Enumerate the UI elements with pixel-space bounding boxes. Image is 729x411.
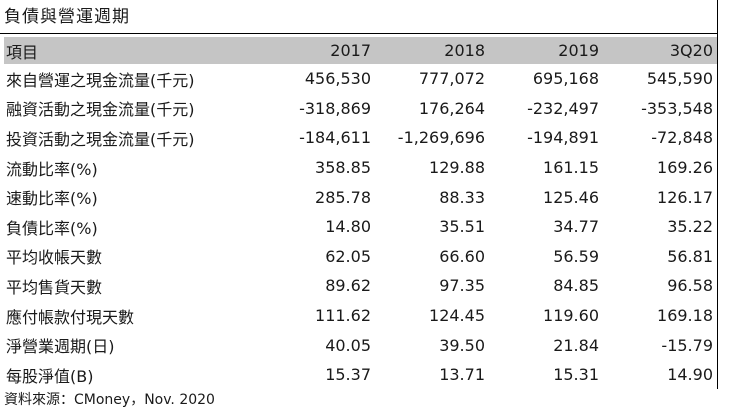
- table-header-row: 項目 2017 2018 2019 3Q20: [4, 37, 717, 64]
- table-row: 投資活動之現金流量(千元) -184,611 -1,269,696 -194,8…: [4, 123, 717, 153]
- row-value: 35.51: [439, 217, 485, 237]
- row-label: 速動比率(%): [6, 189, 98, 209]
- row-value: 456,530: [304, 69, 371, 89]
- row-value: 56.81: [667, 246, 713, 266]
- row-label: 投資活動之現金流量(千元): [6, 129, 195, 149]
- row-value: 111.62: [315, 306, 371, 326]
- row-value: 126.17: [657, 187, 713, 207]
- row-value: 169.18: [657, 306, 713, 326]
- row-value: -318,869: [299, 98, 371, 118]
- table-row: 速動比率(%) 285.78 88.33 125.46 126.17: [4, 182, 717, 212]
- row-value: -72,848: [651, 128, 713, 148]
- table-row: 來自營運之現金流量(千元) 456,530 777,072 695,168 54…: [4, 64, 717, 94]
- row-value: 119.60: [543, 306, 599, 326]
- row-value: -232,497: [527, 98, 599, 118]
- row-value: 124.45: [429, 306, 485, 326]
- row-value: 161.15: [543, 158, 599, 178]
- row-value: 129.88: [429, 158, 485, 178]
- row-value: 66.60: [439, 246, 485, 266]
- row-label: 流動比率(%): [6, 159, 98, 179]
- row-value: -194,891: [527, 128, 599, 148]
- row-value: -353,548: [641, 98, 713, 118]
- row-value: 695,168: [532, 69, 599, 89]
- source-note: 資料來源：CMoney，Nov. 2020: [4, 392, 215, 408]
- row-value: 97.35: [439, 276, 485, 296]
- row-value: 358.85: [315, 158, 371, 178]
- row-value: 14.90: [667, 365, 713, 385]
- table-row: 負債比率(%) 14.80 35.51 34.77 35.22: [4, 212, 717, 242]
- row-value: 39.50: [439, 335, 485, 355]
- table-row: 每股淨值(B) 15.37 13.71 15.31 14.90: [4, 360, 717, 390]
- header-year-2019: 2019: [489, 37, 603, 64]
- row-value: 21.84: [553, 335, 599, 355]
- row-value: 15.31: [553, 365, 599, 385]
- row-label: 平均售貨天數: [6, 277, 103, 297]
- row-value: 777,072: [418, 69, 485, 89]
- row-value: 176,264: [418, 98, 485, 118]
- row-value: 96.58: [667, 276, 713, 296]
- row-value: -184,611: [299, 128, 371, 148]
- table-row: 平均收帳天數 62.05 66.60 56.59 56.81: [4, 242, 717, 272]
- row-value: 84.85: [553, 276, 599, 296]
- header-period-3q20: 3Q20: [603, 37, 717, 64]
- row-value: 13.71: [439, 365, 485, 385]
- row-value: 169.26: [657, 158, 713, 178]
- row-value: 14.80: [325, 217, 371, 237]
- page-title: 負債與營運週期: [4, 7, 130, 27]
- title-divider: [0, 33, 718, 34]
- row-value: -15.79: [661, 335, 713, 355]
- row-value: 89.62: [325, 276, 371, 296]
- financial-table: 項目 2017 2018 2019 3Q20 來自營運之現金流量(千元) 456…: [4, 37, 717, 390]
- row-label: 每股淨值(B): [6, 366, 94, 386]
- right-border: [717, 0, 718, 389]
- row-value: 15.37: [325, 365, 371, 385]
- row-label: 融資活動之現金流量(千元): [6, 100, 195, 120]
- row-label: 淨營業週期(日): [6, 337, 115, 357]
- row-value: 56.59: [553, 246, 599, 266]
- row-value: 35.22: [667, 217, 713, 237]
- row-value: 34.77: [553, 217, 599, 237]
- row-value: 62.05: [325, 246, 371, 266]
- header-item-label: 項目: [4, 37, 261, 64]
- row-value: -1,269,696: [397, 128, 485, 148]
- table-row: 應付帳款付現天數 111.62 124.45 119.60 169.18: [4, 301, 717, 331]
- table-row: 流動比率(%) 358.85 129.88 161.15 169.26: [4, 153, 717, 183]
- header-year-2017: 2017: [261, 37, 375, 64]
- row-value: 88.33: [439, 187, 485, 207]
- header-year-2018: 2018: [375, 37, 489, 64]
- table-row: 融資活動之現金流量(千元) -318,869 176,264 -232,497 …: [4, 94, 717, 124]
- row-value: 545,590: [646, 69, 713, 89]
- row-label: 負債比率(%): [6, 218, 98, 238]
- row-value: 40.05: [325, 335, 371, 355]
- table-row: 淨營業週期(日) 40.05 39.50 21.84 -15.79: [4, 330, 717, 360]
- row-label: 來自營運之現金流量(千元): [6, 70, 195, 90]
- row-label: 平均收帳天數: [6, 248, 103, 268]
- row-value: 125.46: [543, 187, 599, 207]
- row-label: 應付帳款付現天數: [6, 307, 135, 327]
- row-value: 285.78: [315, 187, 371, 207]
- table-row: 平均售貨天數 89.62 97.35 84.85 96.58: [4, 271, 717, 301]
